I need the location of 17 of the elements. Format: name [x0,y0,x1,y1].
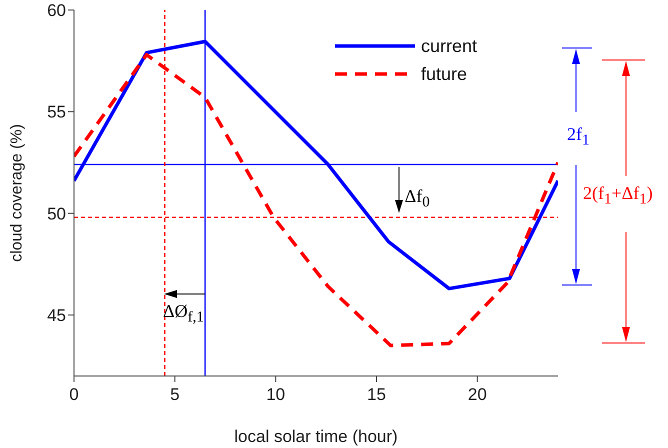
y-tick-label: 60 [47,1,66,20]
x-axis-title: local solar time (hour) [234,427,398,446]
annotation: Δf$_{0}$ [404,185,430,213]
text: 2(f$_{1}$+Δf$_{1}$) [583,182,653,210]
x-tick-label: 20 [468,385,487,404]
y-tick-label: 55 [47,102,66,122]
x-tick-label: 0 [69,385,79,404]
x-tick-label: 10 [266,385,286,404]
legend-label: current [421,35,478,58]
text: 2f$_{1}$ [567,123,590,151]
legend-label: future [421,63,468,86]
x-tick-label: 15 [367,385,386,404]
x-tick-label: 5 [170,385,180,404]
y-tick-label: 45 [47,306,66,326]
annotation: ΔØ$_{f,1}$ [163,300,204,328]
y-axis-title: cloud coverage (%) [8,124,26,262]
y-tick-label: 50 [47,204,66,224]
